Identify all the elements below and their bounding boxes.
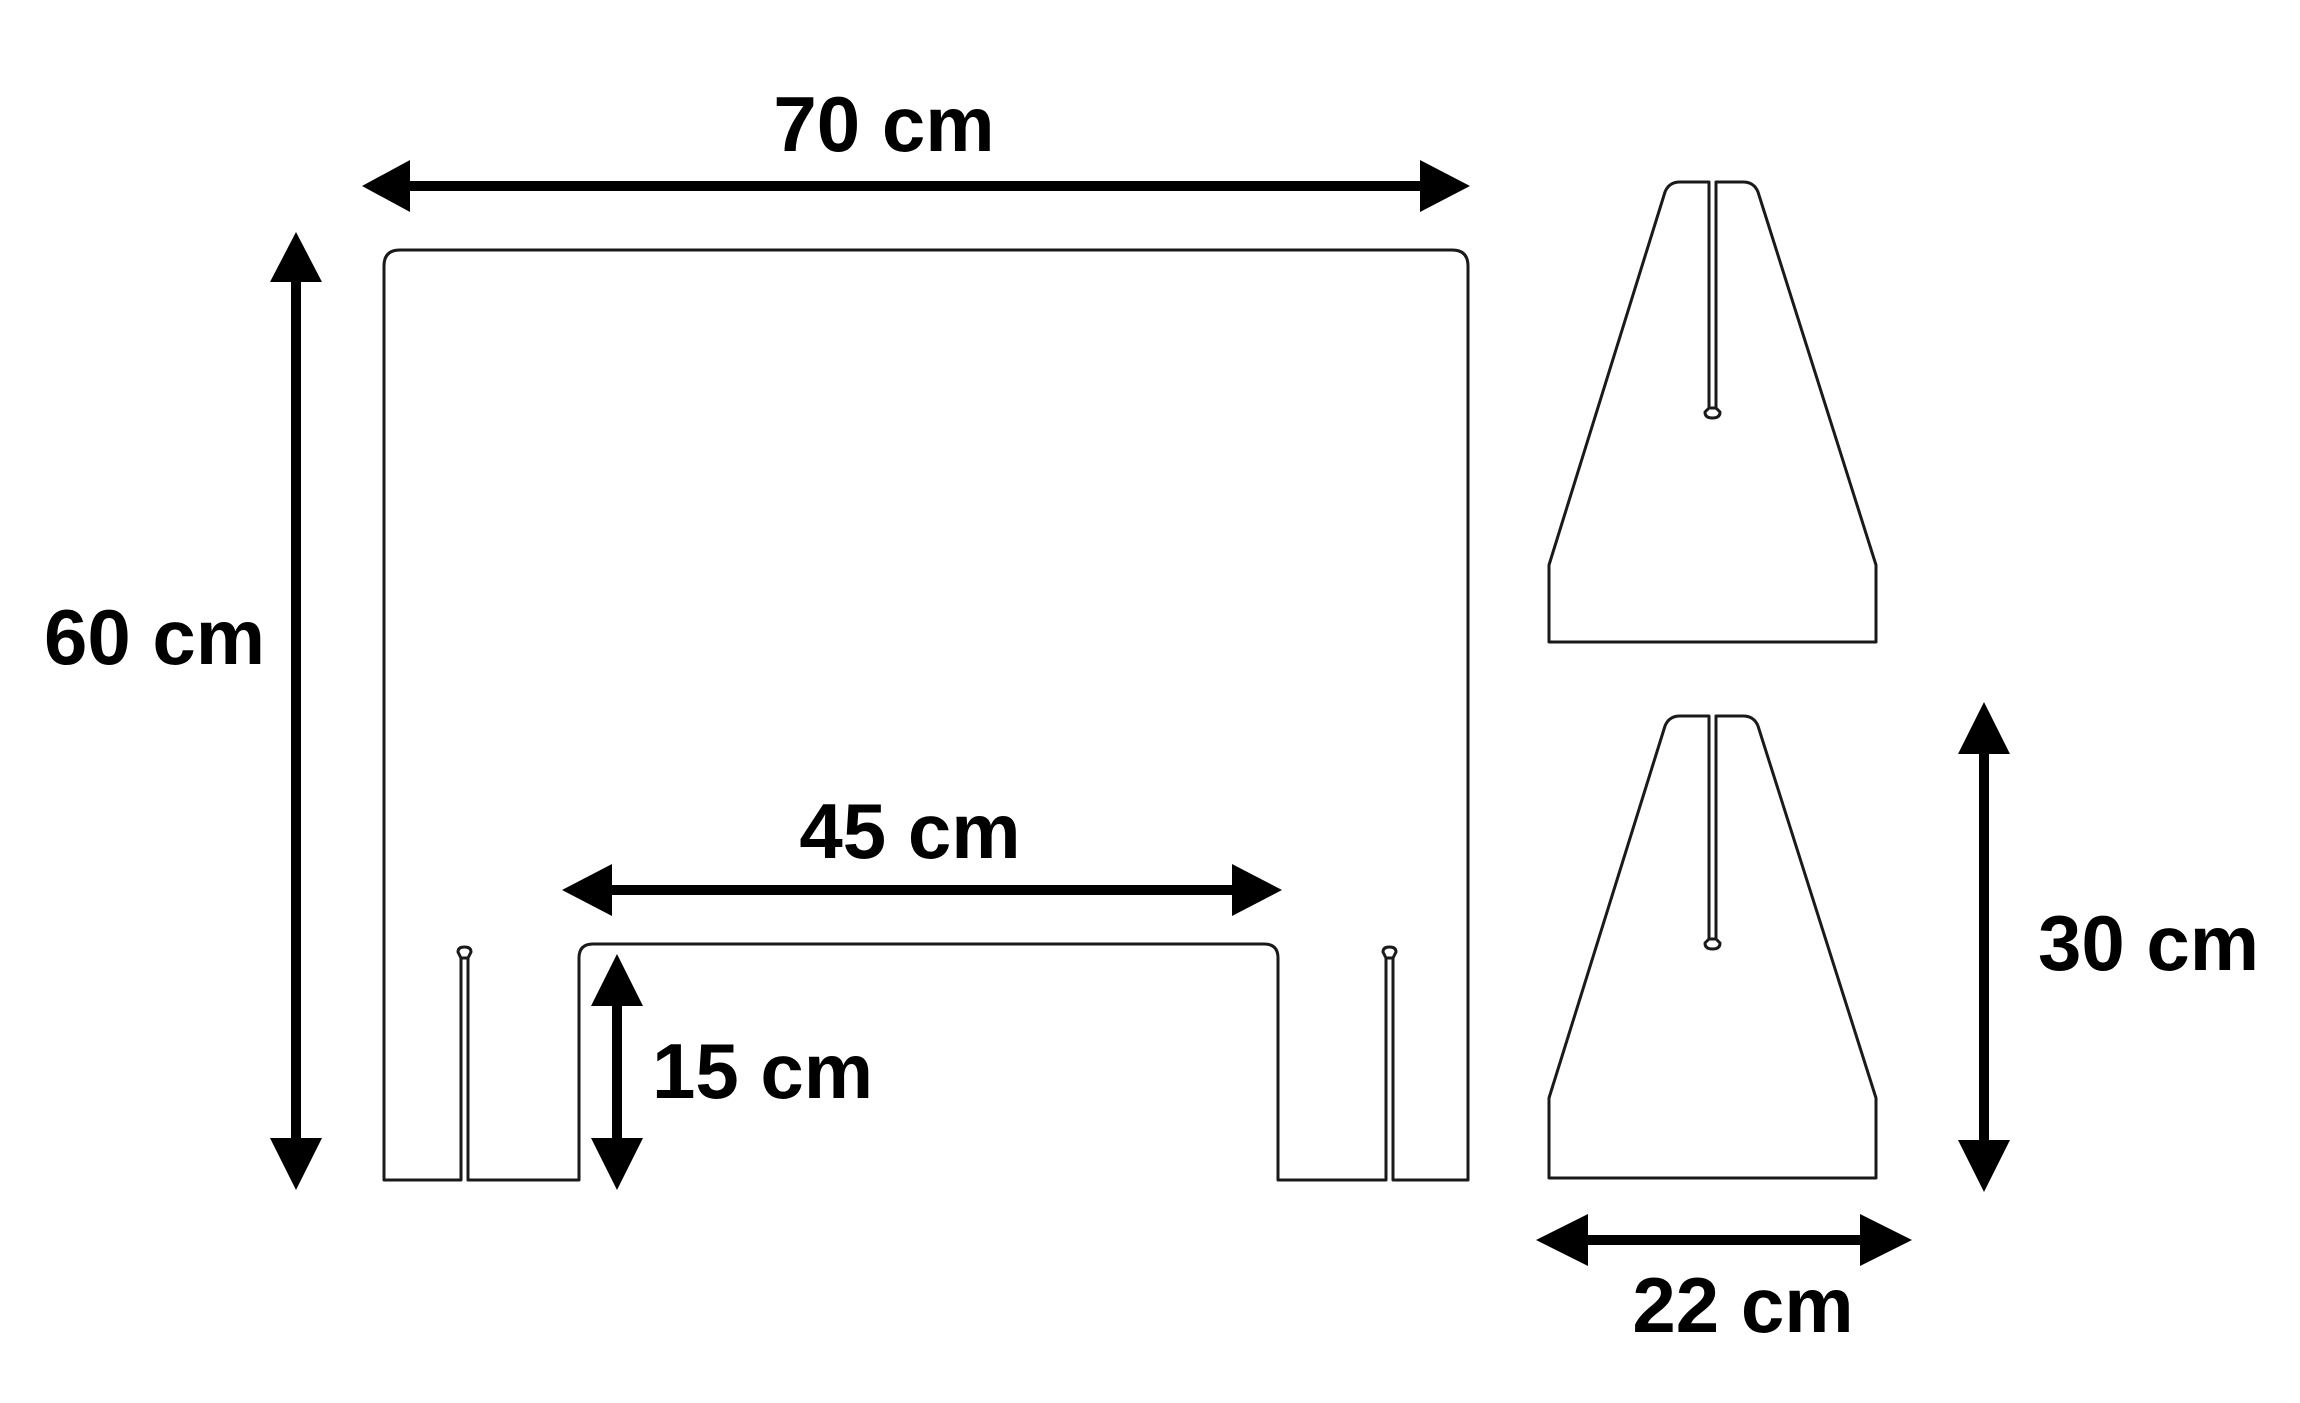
foot-height-arrow-bottom (1958, 1140, 2010, 1192)
cutout-height-arrow-top (591, 954, 643, 1006)
cutout-width-label: 45 cm (799, 787, 1020, 875)
right-slot-keyhole (1381, 945, 1398, 960)
dimension-foot-width: 22 cm (1536, 1214, 1912, 1349)
foot-top-outline (1547, 180, 1878, 644)
dimension-cutout-width: 45 cm (562, 787, 1282, 916)
foot-width-arrow-left (1536, 1214, 1588, 1266)
panel-height-arrow-top (270, 232, 322, 282)
dimension-cutout-height: 15 cm (591, 954, 873, 1190)
panel-width-arrow-left (362, 160, 410, 212)
dimension-panel-width: 70 cm (362, 80, 1470, 212)
foot-width-label: 22 cm (1632, 1261, 1853, 1349)
left-slot-keyhole (456, 945, 473, 960)
panel-shield (382, 248, 1470, 1182)
panel-width-arrow-right (1420, 160, 1470, 212)
foot-bottom-slot-keyhole (1703, 937, 1722, 951)
cutout-width-arrow-right (1232, 864, 1282, 916)
cutout-height-label: 15 cm (652, 1027, 873, 1115)
panel-height-label: 60 cm (44, 593, 265, 681)
panel-height-arrow-bottom (270, 1138, 322, 1190)
foot-bottom-outline (1547, 714, 1878, 1180)
foot-width-arrow-right (1860, 1214, 1912, 1266)
foot-bottom (1547, 714, 1878, 1180)
panel-width-label: 70 cm (773, 80, 994, 168)
foot-top (1547, 180, 1878, 644)
foot-top-slot-keyhole (1703, 406, 1722, 420)
cutout-width-arrow-left (562, 864, 612, 916)
foot-height-label: 30 cm (2038, 899, 2259, 987)
dimension-panel-height: 60 cm (44, 232, 322, 1190)
dimension-foot-height: 30 cm (1958, 702, 2259, 1192)
panel-outline (382, 248, 1470, 1182)
cutout-height-arrow-bottom (591, 1138, 643, 1190)
foot-height-arrow-top (1958, 702, 2010, 754)
